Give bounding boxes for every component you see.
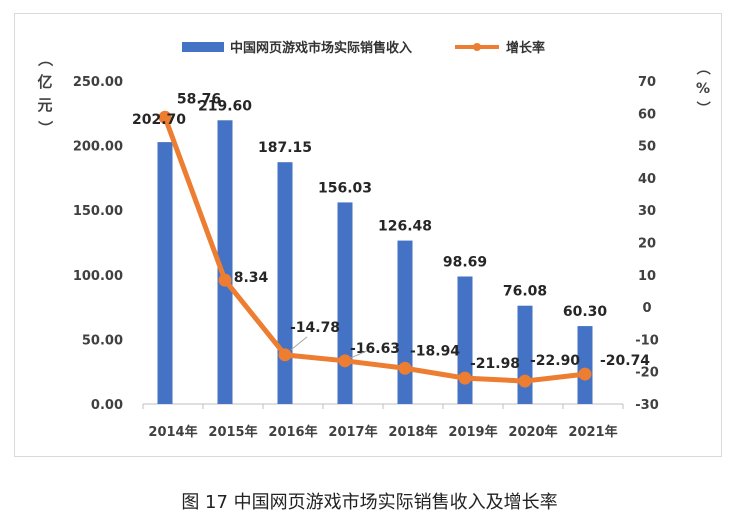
y-left-tick-label: 0.00 bbox=[91, 398, 123, 413]
label-leader-line bbox=[350, 350, 368, 359]
x-tick-label: 2014年 bbox=[148, 424, 197, 440]
chart-frame: 中国网页游戏市场实际销售收入 增长率 0.00 50.00 100.00 150.00 20… bbox=[14, 13, 722, 457]
bar-value-label: 98.69 bbox=[443, 254, 487, 270]
chart-svg: 中国网页游戏市场实际销售收入 增长率 0.00 50.00 100.00 150.00 20… bbox=[36, 40, 710, 440]
growth-value-label: 8.34 bbox=[234, 270, 269, 286]
y-right-tick-label: 40 bbox=[638, 172, 656, 187]
growth-value-label: -16.63 bbox=[350, 341, 400, 357]
y-right-tick-label: 70 bbox=[638, 75, 656, 90]
x-tick-label: 2017年 bbox=[328, 424, 377, 440]
bar-value-label: 60.30 bbox=[563, 304, 608, 320]
x-tick-label: 2021年 bbox=[568, 424, 617, 440]
growth-point bbox=[578, 367, 592, 381]
growth-point bbox=[518, 374, 532, 388]
legend-label-line: 增长率 bbox=[506, 40, 545, 56]
bar bbox=[217, 120, 233, 405]
growth-value-label: -20.74 bbox=[600, 353, 650, 369]
growth-value-label: -22.90 bbox=[530, 353, 580, 369]
growth-point bbox=[218, 273, 232, 287]
growth-point bbox=[338, 354, 352, 368]
bar-value-label: 187.15 bbox=[258, 140, 312, 156]
bar-value-label: 126.48 bbox=[378, 219, 432, 235]
y-right-axis-title-char: ） bbox=[694, 101, 710, 115]
y-right-tick-label: 30 bbox=[638, 204, 656, 219]
growth-line bbox=[162, 116, 586, 384]
growth-value-label: -14.78 bbox=[290, 320, 340, 336]
legend-marker-line bbox=[473, 43, 481, 51]
y-right-tick-label: -30 bbox=[635, 398, 659, 413]
figure-caption: 图 17 中国网页游戏市场实际销售收入及增长率 bbox=[181, 492, 558, 513]
x-tick-label: 2018年 bbox=[388, 424, 437, 440]
y-right-tick-label: -10 bbox=[635, 333, 659, 348]
bar bbox=[277, 162, 293, 404]
y-left-tick-label: 250.00 bbox=[73, 75, 123, 90]
y-right-axis-title-char: % bbox=[696, 81, 710, 97]
y-left-axis-title-char: （ bbox=[36, 51, 54, 66]
growth-point bbox=[458, 371, 472, 385]
growth-point bbox=[158, 110, 172, 124]
bar bbox=[457, 276, 473, 404]
y-left-tick-label: 50.00 bbox=[82, 333, 123, 348]
y-right-tick-label: 20 bbox=[638, 237, 656, 252]
y-right-tick-label: 60 bbox=[638, 107, 656, 122]
bar bbox=[157, 142, 173, 404]
x-tick-label: 2015年 bbox=[208, 424, 257, 440]
y-left-tick-label: 150.00 bbox=[73, 204, 123, 219]
y-left-tick-label: 200.00 bbox=[73, 140, 123, 155]
x-tick-label: 2020年 bbox=[508, 424, 557, 440]
y-right-axis-title-char: （ bbox=[694, 61, 710, 75]
y-right-tick-label: 10 bbox=[638, 269, 656, 284]
bar bbox=[577, 326, 593, 404]
bar bbox=[337, 202, 353, 404]
y-left-axis-title-char: 元 bbox=[37, 96, 52, 114]
bar-value-label: 219.60 bbox=[198, 98, 252, 114]
y-right-tick-label: 50 bbox=[638, 140, 656, 155]
y-left-tick-label: 100.00 bbox=[73, 269, 123, 284]
bar-value-label: 156.03 bbox=[318, 180, 372, 196]
growth-point bbox=[398, 361, 412, 375]
bar-value-label: 76.08 bbox=[503, 284, 547, 300]
growth-value-label: 58.76 bbox=[177, 91, 221, 107]
bar-value-label: 202.70 bbox=[132, 112, 186, 128]
y-right-tick-label: -20 bbox=[635, 366, 659, 381]
bar bbox=[397, 240, 413, 404]
x-tick-label: 2019年 bbox=[448, 424, 497, 440]
y-left-axis-title-char: 亿 bbox=[37, 73, 52, 91]
legend-swatch-bar bbox=[182, 42, 224, 52]
growth-point bbox=[278, 348, 292, 362]
growth-value-label: -21.98 bbox=[470, 356, 520, 372]
y-left-axis-title-char: ） bbox=[36, 120, 54, 135]
legend-label-bar: 中国网页游戏市场实际销售收入 bbox=[230, 40, 412, 56]
x-tick-label: 2016年 bbox=[268, 424, 317, 440]
y-right-tick-label: 0 bbox=[642, 301, 651, 316]
growth-value-label: -18.94 bbox=[410, 343, 460, 359]
label-leader-line bbox=[290, 336, 308, 351]
